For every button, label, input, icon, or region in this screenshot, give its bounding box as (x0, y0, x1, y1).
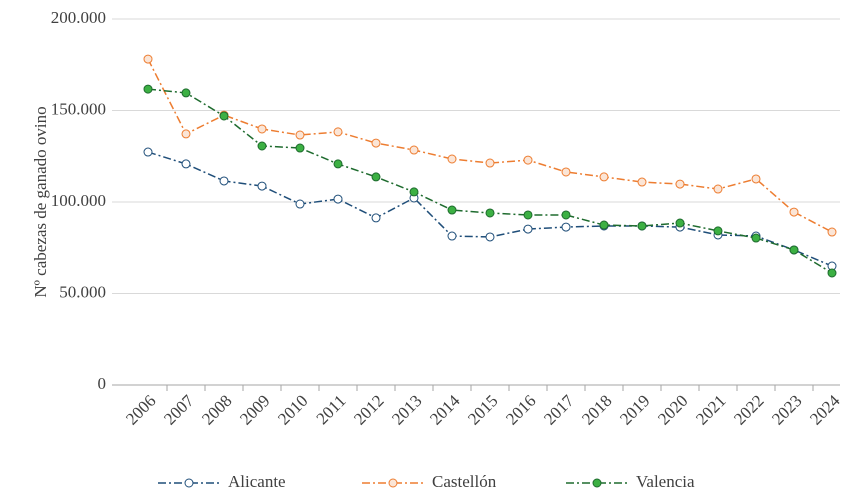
point (257, 141, 267, 151)
legend-marker (184, 478, 194, 488)
x-tick-label: 2011 (313, 391, 350, 428)
point (409, 187, 419, 197)
series-line (147, 58, 833, 233)
point (181, 88, 191, 98)
point (333, 159, 343, 169)
point (409, 145, 419, 155)
y-axis-label: Nº cabezas de ganado ovino (31, 106, 50, 297)
point (219, 111, 229, 121)
point (143, 84, 153, 94)
x-tick-label: 2018 (578, 391, 615, 428)
x-tick-label: 2015 (464, 391, 501, 428)
point (181, 159, 191, 169)
point (447, 154, 457, 164)
x-tick-label: 2022 (730, 391, 767, 428)
point (485, 208, 495, 218)
legend-label: Castellón (432, 472, 497, 491)
point (485, 232, 495, 242)
x-tick-label: 2010 (274, 391, 311, 428)
point (523, 224, 533, 234)
point (447, 205, 457, 215)
y-tick-label: 200.000 (51, 8, 106, 27)
point (371, 172, 381, 182)
series-line (147, 88, 833, 274)
x-tick-label: 2020 (654, 391, 691, 428)
point (713, 184, 723, 194)
x-tick-label: 2016 (502, 391, 539, 428)
point (257, 181, 267, 191)
legend-marker (592, 478, 602, 488)
point (789, 245, 799, 255)
point (789, 207, 799, 217)
x-tick-label: 2013 (388, 391, 425, 428)
point (295, 130, 305, 140)
legend-marker (388, 478, 398, 488)
point (561, 222, 571, 232)
point (447, 231, 457, 241)
point (333, 194, 343, 204)
point (371, 138, 381, 148)
point (827, 227, 837, 237)
point (599, 172, 609, 182)
legend-label: Valencia (636, 472, 695, 491)
point (181, 129, 191, 139)
y-tick-label: 0 (98, 374, 107, 393)
x-tick-label: 2024 (806, 391, 842, 429)
x-tick-label: 2008 (198, 391, 235, 428)
point (257, 124, 267, 134)
x-tick-label: 2006 (122, 391, 159, 428)
x-tick-label: 2021 (692, 391, 729, 428)
point (371, 213, 381, 223)
point (599, 220, 609, 230)
point (751, 174, 761, 184)
legend-label: Alicante (228, 472, 286, 491)
point (637, 177, 647, 187)
point (827, 268, 837, 278)
point (523, 155, 533, 165)
x-tick-label: 2014 (426, 391, 464, 429)
x-tick-label: 2012 (350, 391, 387, 428)
point (523, 210, 533, 220)
point (637, 221, 647, 231)
x-tick-label: 2009 (236, 391, 273, 428)
point (295, 199, 305, 209)
y-tick-label: 50.000 (59, 282, 106, 301)
x-tick-label: 2007 (160, 391, 198, 429)
point (485, 158, 495, 168)
point (561, 167, 571, 177)
point (219, 176, 229, 186)
point (713, 226, 723, 236)
y-tick-label: 150.000 (51, 99, 106, 118)
point (295, 143, 305, 153)
point (333, 127, 343, 137)
point (143, 147, 153, 157)
point (561, 210, 571, 220)
point (751, 233, 761, 243)
x-tick-label: 2019 (616, 391, 653, 428)
point (675, 179, 685, 189)
x-tick-label: 2017 (540, 391, 578, 429)
point (143, 54, 153, 64)
y-tick-label: 100.000 (51, 191, 106, 210)
point (675, 218, 685, 228)
x-tick-label: 2023 (768, 391, 805, 428)
